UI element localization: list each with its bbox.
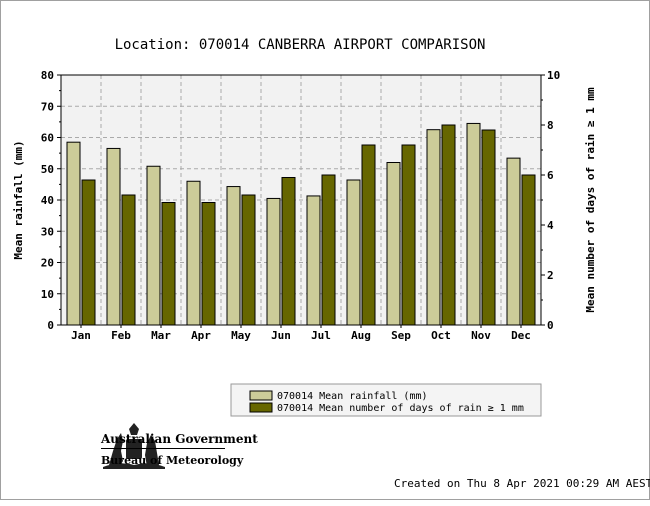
bar-rainfall-aug — [346, 179, 361, 326]
y2-tick-label: 6 — [547, 169, 554, 182]
bar-rainfall-mar — [146, 165, 161, 326]
x-tick-label-nov: Nov — [471, 329, 491, 342]
x-tick-label-dec: Dec — [511, 329, 531, 342]
x-tick-label-jun: Jun — [271, 329, 291, 342]
x-tick-label-jan: Jan — [71, 329, 91, 342]
bar-rainfall-jan — [66, 141, 81, 326]
y-tick-label: 60 — [41, 132, 54, 145]
australian-government-text: Australian Government — [101, 432, 258, 446]
y-tick-label: 70 — [41, 100, 54, 113]
bar-raindays-oct — [441, 124, 456, 326]
bar-raindays-jul — [321, 174, 336, 326]
x-tick-label-may: May — [231, 329, 251, 342]
y2-axis-label: Mean number of days of rain ≥ 1 mm — [584, 87, 597, 313]
y-axis-label: Mean rainfall (mm) — [12, 140, 25, 259]
legend-swatch-raindays — [249, 402, 273, 413]
branding-divider — [101, 448, 225, 449]
y-tick-label: 80 — [41, 69, 54, 82]
x-tick-label-oct: Oct — [431, 329, 451, 342]
bar-rainfall-jun — [266, 197, 281, 326]
y2-tick-label: 4 — [547, 219, 554, 232]
bar-rainfall-may — [226, 186, 241, 326]
coat-of-arms-logo — [103, 423, 165, 469]
y2-tick-label: 8 — [547, 119, 554, 132]
bar-raindays-jan — [81, 179, 96, 326]
legend: 070014 Mean rainfall (mm) 070014 Mean nu… — [230, 383, 542, 417]
bar-rainfall-dec — [506, 157, 521, 326]
legend-label-rainfall: 070014 Mean rainfall (mm) — [277, 391, 428, 402]
y2-tick-label: 0 — [547, 319, 554, 332]
y-tick-label: 0 — [47, 319, 54, 332]
bar-raindays-aug — [361, 144, 376, 326]
bar-raindays-feb — [121, 194, 136, 326]
chart-title: Location: 070014 CANBERRA AIRPORT COMPAR… — [115, 37, 486, 53]
bar-rainfall-sep — [386, 162, 401, 326]
x-tick-label-mar: Mar — [151, 329, 171, 342]
y-tick-label: 40 — [41, 194, 54, 207]
x-tick-label-apr: Apr — [191, 329, 211, 342]
legend-box — [230, 383, 542, 417]
bar-raindays-sep — [401, 144, 416, 326]
y-tick-label: 50 — [41, 163, 54, 176]
bar-raindays-mar — [161, 202, 176, 326]
bar-raindays-apr — [201, 202, 216, 326]
bureau-of-meteorology-text: Bureau of Meteorology — [101, 454, 244, 467]
legend-swatch-rainfall — [249, 390, 273, 401]
bar-raindays-may — [241, 194, 256, 326]
y-tick-label: 30 — [41, 225, 54, 238]
y-tick-label: 20 — [41, 257, 54, 270]
bar-rainfall-oct — [426, 129, 441, 326]
x-tick-label-feb: Feb — [111, 329, 131, 342]
x-tick-label-aug: Aug — [351, 329, 371, 342]
y2-tick-label: 2 — [547, 269, 554, 282]
bar-raindays-dec — [521, 174, 536, 326]
legend-label-raindays: 070014 Mean number of days of rain ≥ 1 m… — [277, 403, 524, 414]
bar-rainfall-jul — [306, 195, 321, 326]
bar-raindays-jun — [281, 177, 296, 326]
x-tick-label-jul: Jul — [311, 329, 331, 342]
created-timestamp: Created on Thu 8 Apr 2021 00:29 AM AEST — [394, 477, 650, 490]
bar-rainfall-feb — [106, 147, 121, 326]
bar-rainfall-apr — [186, 180, 201, 326]
bar-rainfall-nov — [466, 122, 481, 326]
y-tick-label: 10 — [41, 288, 54, 301]
bar-raindays-nov — [481, 129, 496, 326]
x-tick-label-sep: Sep — [391, 329, 411, 342]
y2-tick-label: 10 — [547, 69, 560, 82]
